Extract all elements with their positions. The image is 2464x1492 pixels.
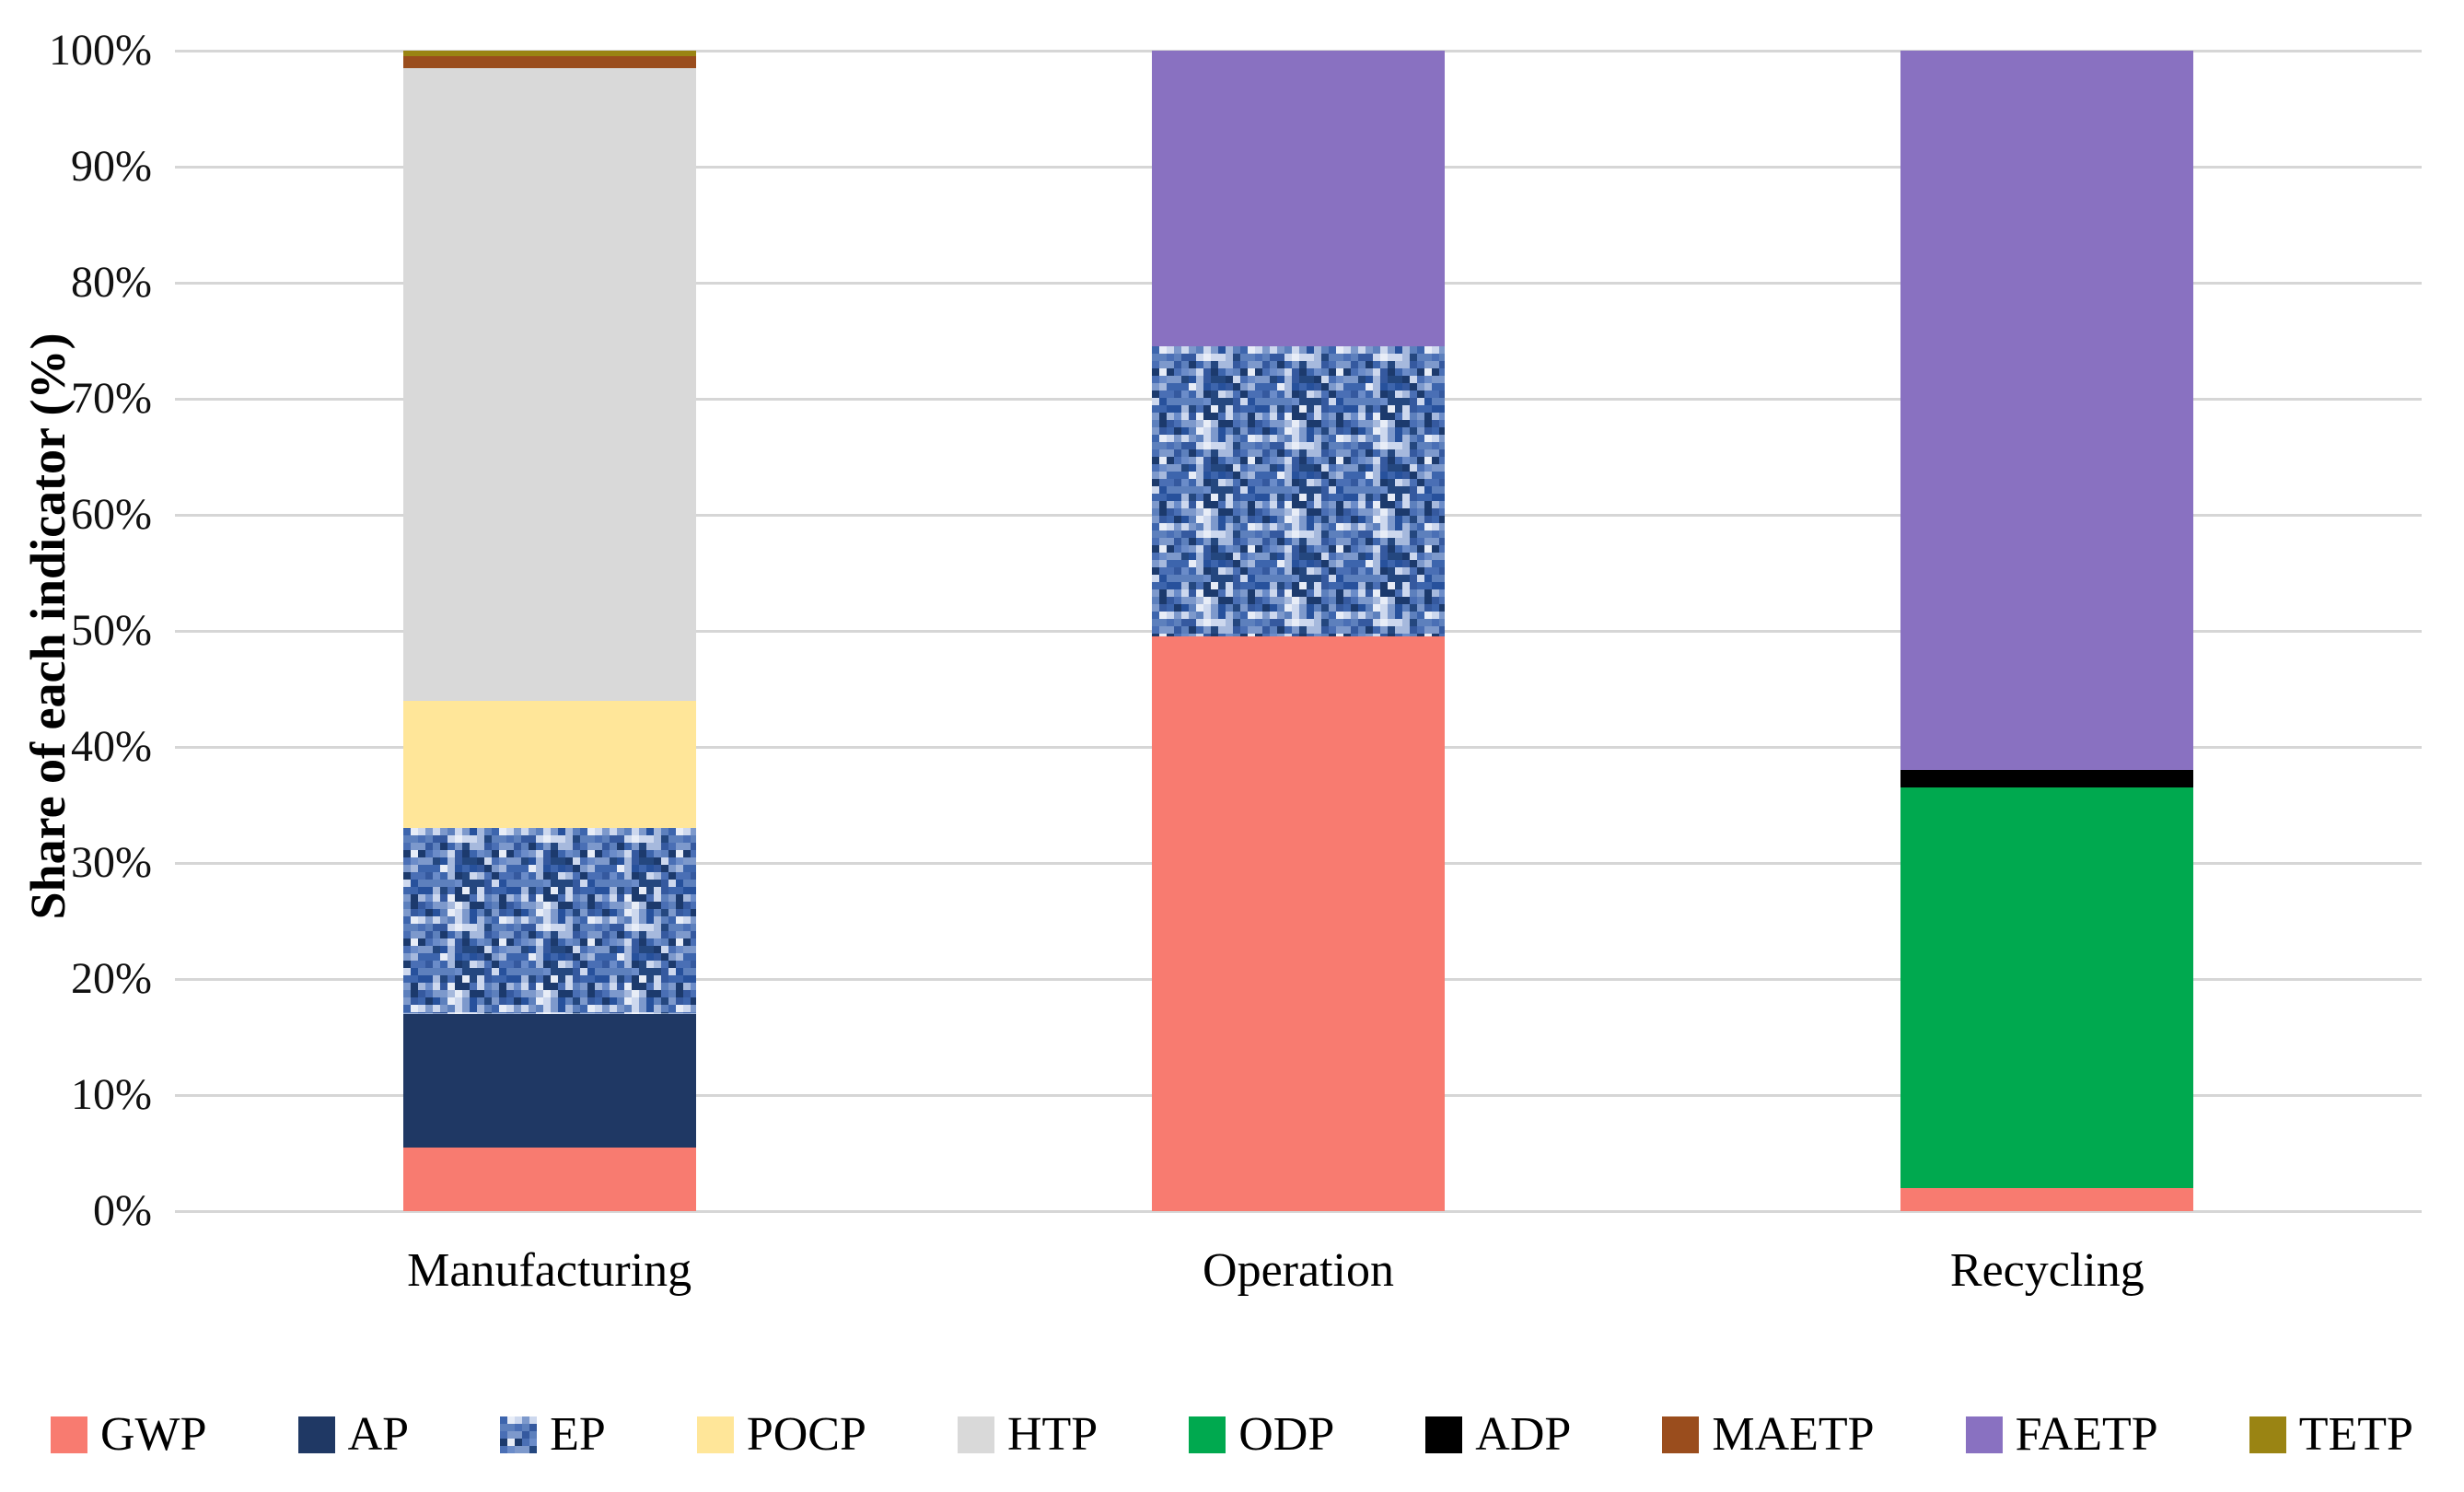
legend-item-htp: HTP	[957, 1408, 1098, 1461]
x-category-label-recycling: Recycling	[1949, 1244, 2144, 1297]
y-tick-label: 40%	[71, 722, 152, 771]
bar-segment-tetp	[402, 51, 696, 57]
y-tick-label: 50%	[71, 606, 152, 655]
legend-swatch-gwp	[51, 1416, 87, 1453]
x-category-label-manufacturing: Manufacturing	[407, 1244, 692, 1297]
legend-swatch-ep	[500, 1416, 538, 1453]
legend-label-faetp: FAETP	[2015, 1408, 2158, 1461]
legend-item-pocp: POCP	[696, 1408, 866, 1461]
legend-swatch-htp	[957, 1416, 994, 1453]
y-tick-label: 20%	[71, 954, 152, 1003]
y-tick-label: 90%	[71, 142, 152, 191]
ep-texture	[1152, 346, 1445, 637]
legend-label-adp: ADP	[1475, 1408, 1572, 1461]
gridline	[175, 1209, 2422, 1213]
ep-texture	[500, 1416, 538, 1453]
bar-segment-ep	[1152, 346, 1445, 637]
y-tick-label: 0%	[93, 1186, 152, 1235]
legend-item-maetp: MAETP	[1662, 1408, 1875, 1461]
legend-label-tetp: TETP	[2298, 1408, 2413, 1461]
bar-segment-gwp	[1152, 636, 1445, 1211]
bar-operation	[1152, 51, 1445, 1211]
legend-swatch-pocp	[696, 1416, 734, 1453]
bar-segment-ep	[402, 828, 696, 1014]
bar-segment-gwp	[402, 1147, 696, 1211]
legend-item-ep: EP	[500, 1411, 606, 1459]
legend-label-htp: HTP	[1006, 1408, 1098, 1461]
legend-label-pocp: POCP	[746, 1408, 866, 1461]
y-tick-label: 70%	[71, 374, 152, 423]
bar-segment-maetp	[402, 56, 696, 68]
bar-segment-pocp	[402, 700, 696, 829]
legend-label-odp: ODP	[1238, 1408, 1335, 1461]
legend-label-ep: EP	[550, 1408, 606, 1461]
plot-area: 0% 10% 20% 30% 40% 50% 60% 70% 80% 90% 100%	[49, 26, 2422, 1235]
bar-segment-faetp	[1152, 51, 1445, 347]
legend-item-ap: AP	[297, 1408, 410, 1461]
legend-item-odp: ODP	[1189, 1411, 1334, 1459]
y-tick-label: 60%	[71, 490, 152, 539]
legend-label-gwp: GWP	[100, 1408, 207, 1461]
bar-segment-gwp	[1900, 1187, 2194, 1211]
legend-swatch-maetp	[1662, 1416, 1700, 1453]
y-tick-label: 10%	[71, 1070, 152, 1119]
ep-texture	[402, 828, 696, 1014]
gridline	[175, 49, 2422, 52]
bar-segment-htp	[402, 67, 696, 701]
x-category-label-operation: Operation	[1203, 1244, 1394, 1297]
legend-item-adp: ADP	[1425, 1411, 1571, 1459]
y-tick-label: 30%	[71, 838, 152, 887]
bar-segment-ap	[402, 1013, 696, 1148]
y-tick-label: 80%	[71, 258, 152, 307]
legend-swatch-faetp	[1965, 1416, 2003, 1453]
legend-item-faetp: FAETP	[1965, 1408, 2158, 1461]
bar-manufacturing	[402, 51, 696, 1211]
legend-swatch-odp	[1189, 1416, 1226, 1453]
bar-recycling	[1900, 51, 2194, 1211]
bar-segment-odp	[1900, 787, 2194, 1188]
legend-item-tetp: TETP	[2249, 1411, 2413, 1459]
legend-swatch-tetp	[2249, 1416, 2286, 1453]
bar-segment-faetp	[1900, 51, 2194, 771]
bar-segment-adp	[1900, 770, 2194, 788]
y-tick-label: 100%	[49, 26, 152, 75]
legend: GWP AP EP POCP HTP ODP ADP MAETP FAETP TETP	[51, 1398, 2413, 1472]
legend-label-ap: AP	[347, 1408, 410, 1461]
x-axis-labels: Manufacturing Operation Recycling	[175, 1243, 2422, 1317]
legend-label-maetp: MAETP	[1712, 1408, 1875, 1461]
legend-item-gwp: GWP	[51, 1411, 207, 1459]
legend-swatch-ap	[297, 1416, 335, 1453]
legend-swatch-adp	[1425, 1416, 1463, 1453]
